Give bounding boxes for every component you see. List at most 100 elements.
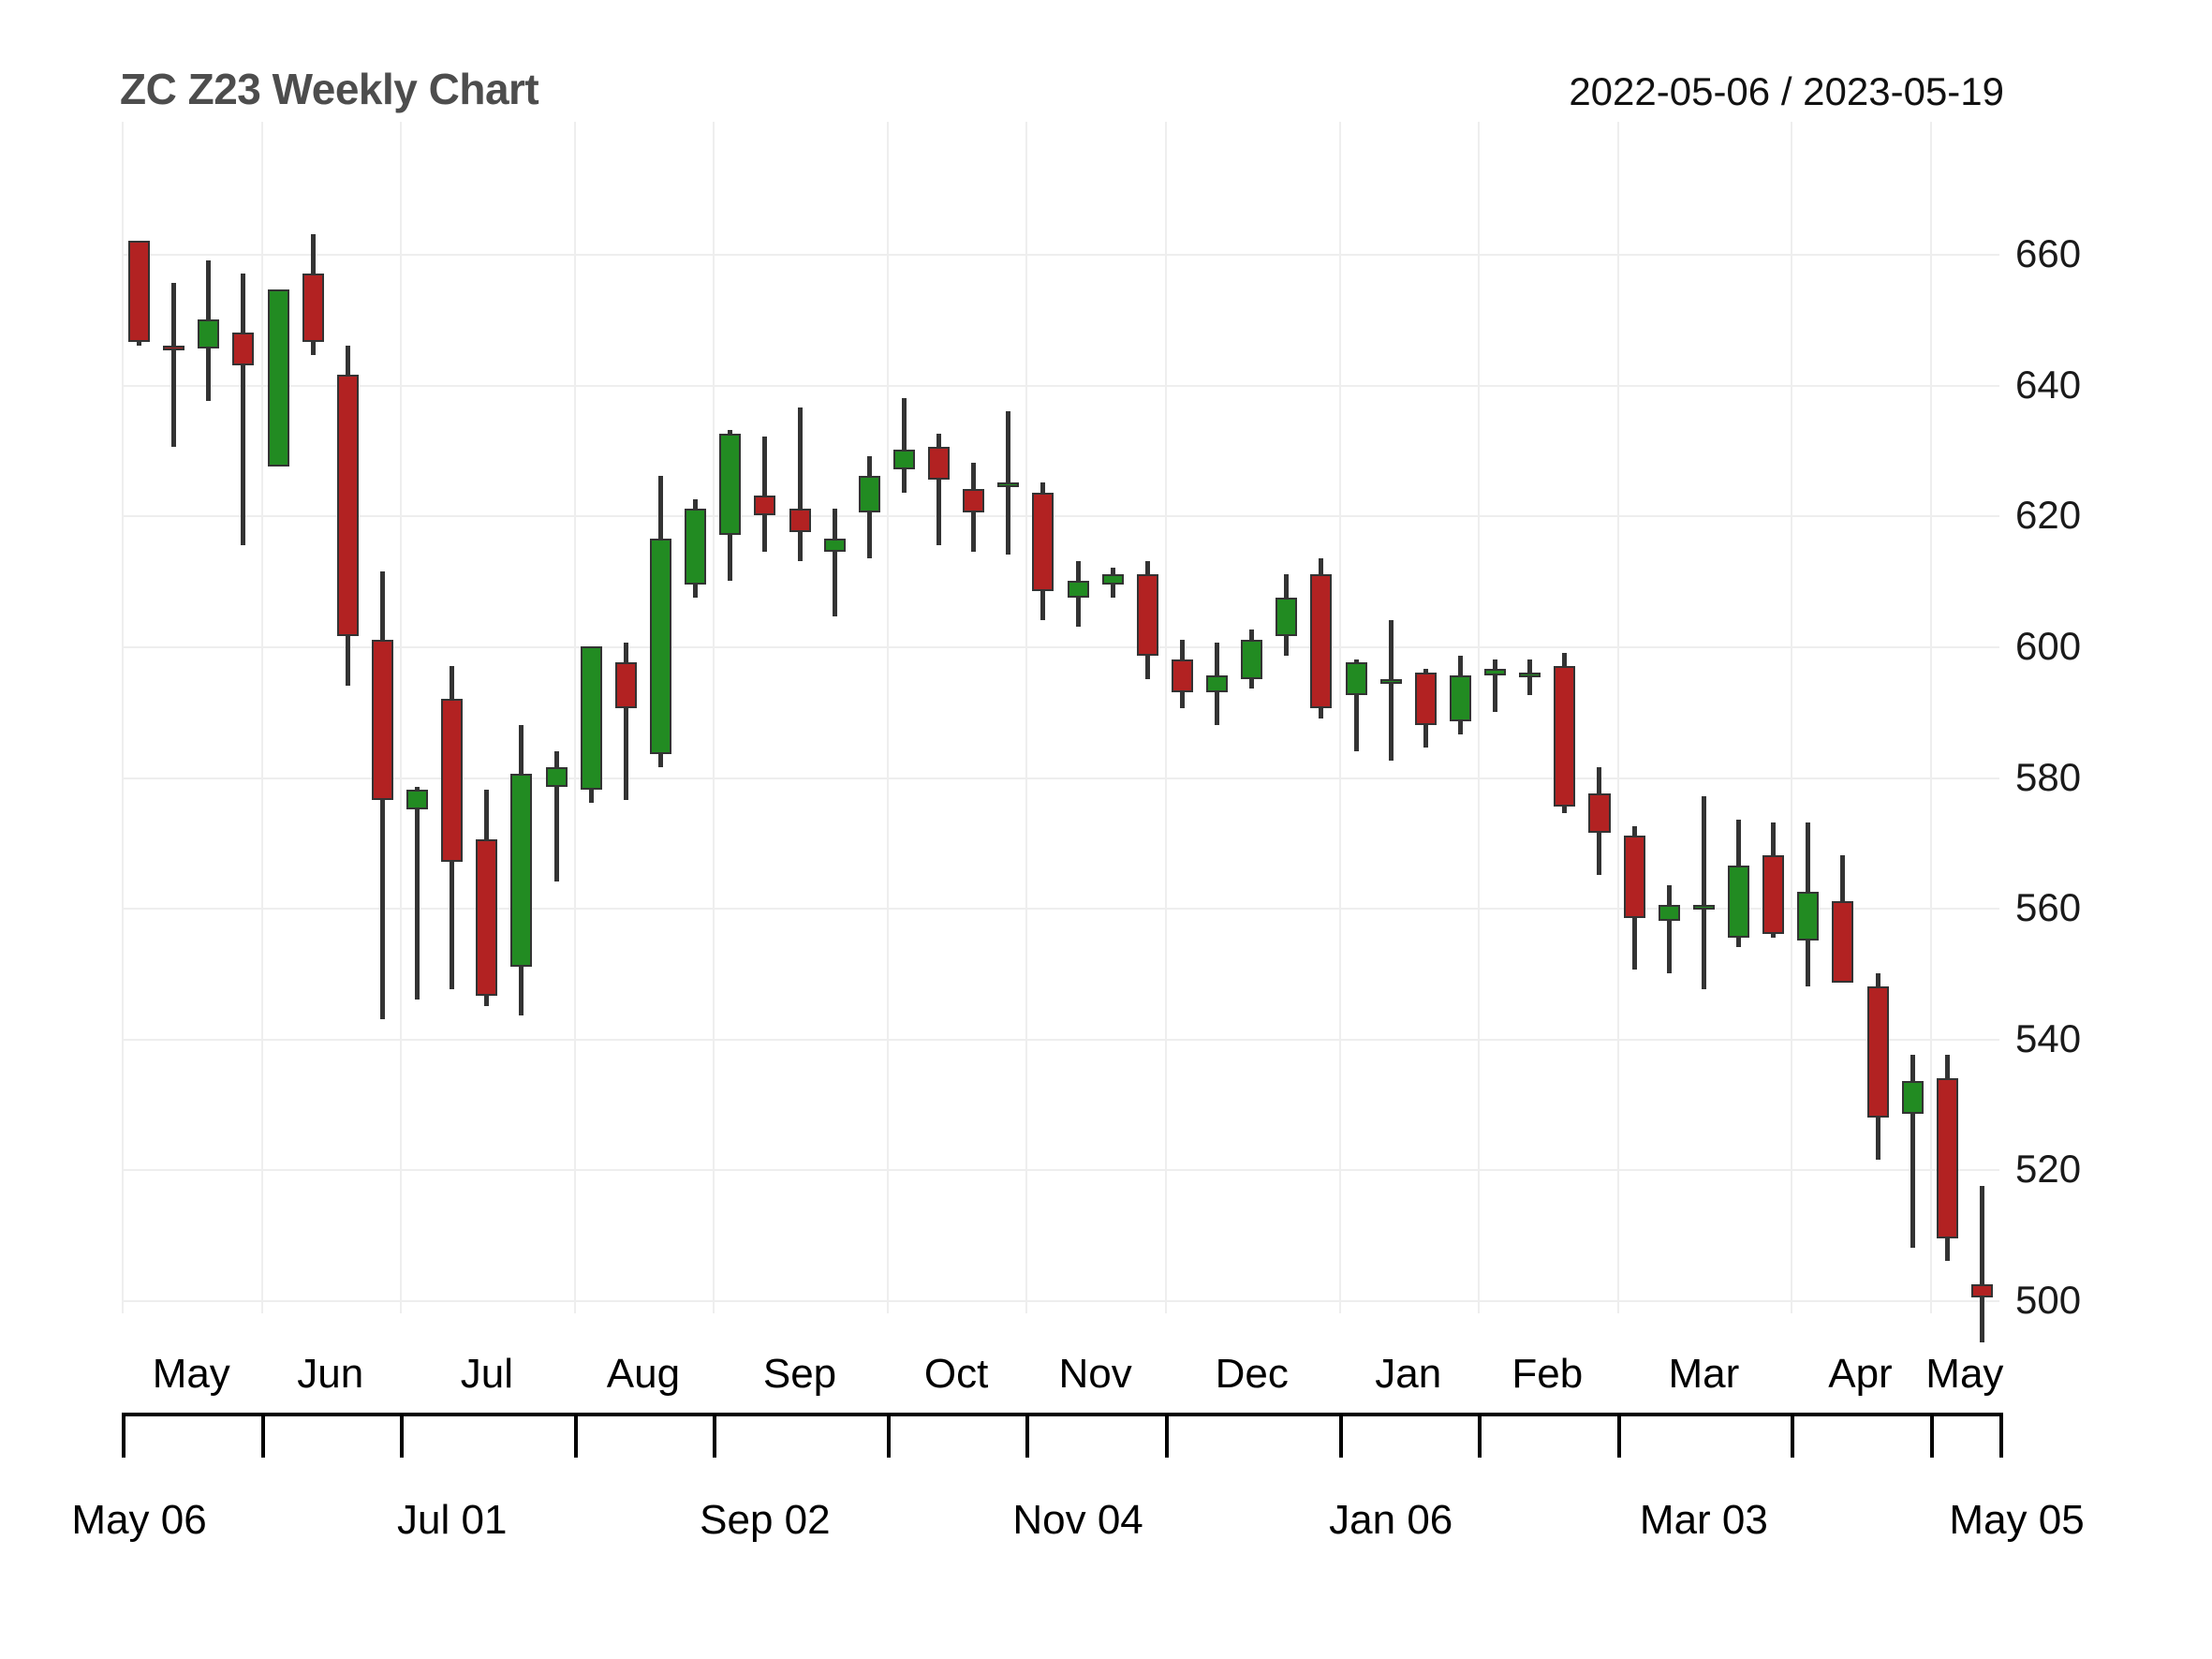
candlestick[interactable] bbox=[510, 122, 533, 1313]
candle-wick bbox=[1388, 619, 1394, 762]
candle-body bbox=[406, 790, 429, 810]
gridline-vertical bbox=[400, 122, 403, 1313]
candlestick[interactable] bbox=[1032, 122, 1054, 1313]
candlestick[interactable] bbox=[892, 122, 915, 1313]
candle-body bbox=[476, 838, 498, 997]
candlestick[interactable] bbox=[1623, 122, 1645, 1313]
candlestick[interactable] bbox=[580, 122, 602, 1313]
candle-body bbox=[892, 450, 915, 470]
candlestick[interactable] bbox=[614, 122, 637, 1313]
y-axis-tick-label: 560 bbox=[2015, 885, 2082, 930]
candle-wick bbox=[1666, 884, 1672, 973]
gridline-vertical bbox=[1616, 122, 1619, 1313]
candle-body bbox=[719, 433, 742, 536]
candlestick[interactable] bbox=[1832, 122, 1854, 1313]
candlestick[interactable] bbox=[1379, 122, 1402, 1313]
candlestick[interactable] bbox=[928, 122, 951, 1313]
candle-wick bbox=[623, 643, 628, 800]
candlestick[interactable] bbox=[823, 122, 846, 1313]
candlestick[interactable] bbox=[1449, 122, 1471, 1313]
candlestick[interactable] bbox=[1658, 122, 1680, 1313]
candlestick[interactable] bbox=[1728, 122, 1750, 1313]
x-axis-tick bbox=[1929, 1413, 1934, 1458]
candlestick[interactable] bbox=[336, 122, 359, 1313]
candlestick[interactable] bbox=[1554, 122, 1576, 1313]
candlestick[interactable] bbox=[1241, 122, 1263, 1313]
candlestick[interactable] bbox=[1067, 122, 1089, 1313]
candle-body bbox=[1345, 662, 1367, 696]
candlestick[interactable] bbox=[1101, 122, 1124, 1313]
candlestick[interactable] bbox=[1310, 122, 1333, 1313]
candlestick[interactable] bbox=[302, 122, 324, 1313]
x-axis-tick bbox=[1791, 1413, 1795, 1458]
candle-body bbox=[649, 538, 671, 755]
candle-body bbox=[1866, 985, 1889, 1118]
y-axis-tick-label: 580 bbox=[2015, 754, 2082, 799]
candlestick[interactable] bbox=[1866, 122, 1889, 1313]
x-axis-month-label: Feb bbox=[1512, 1351, 1584, 1397]
candlestick[interactable] bbox=[371, 122, 393, 1313]
candle-body bbox=[1832, 901, 1854, 984]
candlestick[interactable] bbox=[1171, 122, 1193, 1313]
candlestick[interactable] bbox=[1206, 122, 1229, 1313]
candlestick[interactable] bbox=[1276, 122, 1298, 1313]
candlestick[interactable] bbox=[1797, 122, 1820, 1313]
candlestick[interactable] bbox=[754, 122, 776, 1313]
candle-wick bbox=[1006, 410, 1011, 555]
candlestick[interactable] bbox=[1345, 122, 1367, 1313]
candle-body bbox=[754, 496, 776, 516]
candlestick[interactable] bbox=[1519, 122, 1541, 1313]
gridline-vertical bbox=[713, 122, 715, 1313]
candlestick[interactable] bbox=[406, 122, 429, 1313]
candlestick[interactable] bbox=[545, 122, 568, 1313]
candlestick[interactable] bbox=[163, 122, 185, 1313]
x-axis-date-label: Sep 02 bbox=[700, 1497, 831, 1543]
x-axis-tick bbox=[573, 1413, 578, 1458]
candlestick[interactable] bbox=[232, 122, 255, 1313]
candle-wick bbox=[553, 750, 559, 882]
candlestick[interactable] bbox=[858, 122, 880, 1313]
candlestick[interactable] bbox=[267, 122, 289, 1313]
candle-body bbox=[510, 774, 533, 967]
x-axis-tick bbox=[713, 1413, 717, 1458]
candle-body bbox=[789, 509, 811, 532]
x-axis-month-label: Dec bbox=[1215, 1351, 1289, 1397]
y-axis-tick-label: 500 bbox=[2015, 1278, 2082, 1322]
candle-body bbox=[336, 375, 359, 637]
candle-body bbox=[1067, 581, 1089, 598]
candlestick[interactable] bbox=[963, 122, 985, 1313]
candle-wick bbox=[1527, 659, 1533, 696]
candlestick[interactable] bbox=[649, 122, 671, 1313]
x-axis-tick bbox=[1164, 1413, 1169, 1458]
candle-wick bbox=[1701, 796, 1706, 990]
candlestick[interactable] bbox=[128, 122, 151, 1313]
candle-body bbox=[1136, 574, 1158, 657]
candlestick[interactable] bbox=[1692, 122, 1715, 1313]
candlestick[interactable] bbox=[1936, 122, 1958, 1313]
gridline-vertical bbox=[886, 122, 889, 1313]
candlestick[interactable] bbox=[1414, 122, 1437, 1313]
x-axis-month-label: Aug bbox=[606, 1351, 681, 1397]
candlestick[interactable] bbox=[1484, 122, 1507, 1313]
candlestick[interactable] bbox=[198, 122, 220, 1313]
candlestick[interactable] bbox=[1762, 122, 1785, 1313]
candle-body bbox=[198, 318, 220, 349]
candle-body bbox=[997, 482, 1020, 488]
candlestick[interactable] bbox=[1970, 122, 1993, 1343]
candlestick[interactable] bbox=[719, 122, 742, 1313]
x-axis-date-label: Jan 06 bbox=[1329, 1497, 1453, 1543]
candlestick[interactable] bbox=[997, 122, 1020, 1313]
gridline-vertical bbox=[1164, 122, 1167, 1313]
candlestick[interactable] bbox=[1901, 122, 1924, 1313]
candlestick[interactable] bbox=[789, 122, 811, 1313]
candlestick[interactable] bbox=[476, 122, 498, 1313]
candle-body bbox=[1970, 1283, 1993, 1297]
candlestick[interactable] bbox=[1136, 122, 1158, 1313]
candlestick[interactable] bbox=[441, 122, 464, 1313]
x-axis-tick bbox=[400, 1413, 405, 1458]
candle-body bbox=[1901, 1081, 1924, 1115]
candlestick[interactable] bbox=[685, 122, 707, 1313]
x-axis-tick bbox=[1025, 1413, 1030, 1458]
candlestick[interactable] bbox=[1588, 122, 1611, 1313]
candle-body bbox=[1379, 678, 1402, 684]
